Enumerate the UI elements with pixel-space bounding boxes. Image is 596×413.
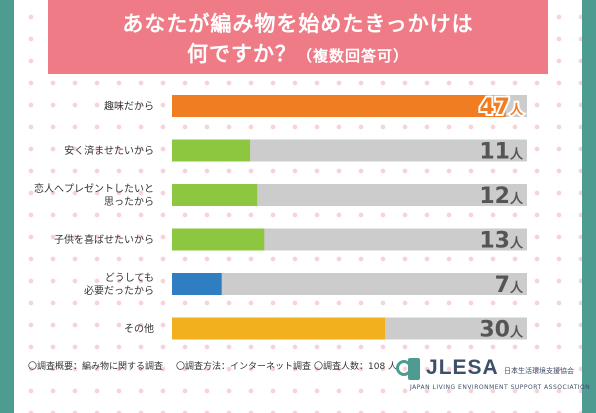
bar	[172, 139, 251, 162]
category-label: 安く済ませたいから	[64, 144, 154, 157]
bar-track	[172, 139, 527, 162]
title-banner: あなたが編み物を始めたきっかけは 何ですか？（複数回答可）	[48, 0, 548, 74]
data-label: 7人	[495, 273, 524, 298]
category-label: 恋人へプレゼントしたいと思ったから	[34, 182, 154, 208]
bar-track	[172, 273, 527, 295]
bar	[172, 184, 258, 206]
logo-name-prefix: J	[426, 356, 439, 379]
data-label: 47人	[479, 95, 524, 120]
bar	[172, 317, 385, 340]
chart-title-line1: あなたが編み物を始めたきっかけは	[122, 12, 474, 36]
chart-title-line2: 何ですか？（複数回答可）	[48, 38, 548, 68]
bar-track	[172, 184, 527, 206]
category-label: 趣味だから	[104, 100, 154, 113]
category-label: その他	[124, 322, 154, 335]
chart-title-sub: （複数回答可）	[296, 47, 409, 65]
bar	[172, 273, 222, 295]
footer-survey-method: 〇調査方法：インターネット調査	[176, 362, 312, 372]
logo-name: JLESA	[426, 356, 499, 380]
infographic-card: あなたが編み物を始めたきっかけは 何ですか？（複数回答可） 趣味だから 47人安く…	[14, 0, 590, 413]
data-label: 30人	[479, 318, 524, 343]
bar	[172, 95, 506, 117]
data-label: 12人	[479, 184, 524, 209]
category-label: 子供を喜ばせたいから	[54, 233, 154, 246]
logo-english-name: JAPAN LIVING ENVIRONMENT SUPPORT ASSOCIA…	[410, 384, 591, 391]
footer-survey-overview: 〇調査概要：編み物に関する調査	[28, 362, 164, 372]
bar	[172, 228, 265, 251]
logo-name-main: LESA	[438, 356, 499, 379]
lesa-logo: JLESA 日本生活環境支援協会 JAPAN LIVING ENVIRONMEN…	[396, 356, 590, 396]
chart-title-main: 何ですか？	[186, 42, 297, 66]
data-label: 11人	[479, 140, 524, 165]
category-label: どうしても必要だったから	[84, 272, 154, 297]
logo-japanese-name: 日本生活環境支援協会	[504, 367, 574, 375]
footer-survey-count: 〇調査人数：108 人	[314, 362, 398, 372]
data-label: 13人	[479, 229, 524, 254]
logo-mark-icon	[396, 358, 426, 380]
